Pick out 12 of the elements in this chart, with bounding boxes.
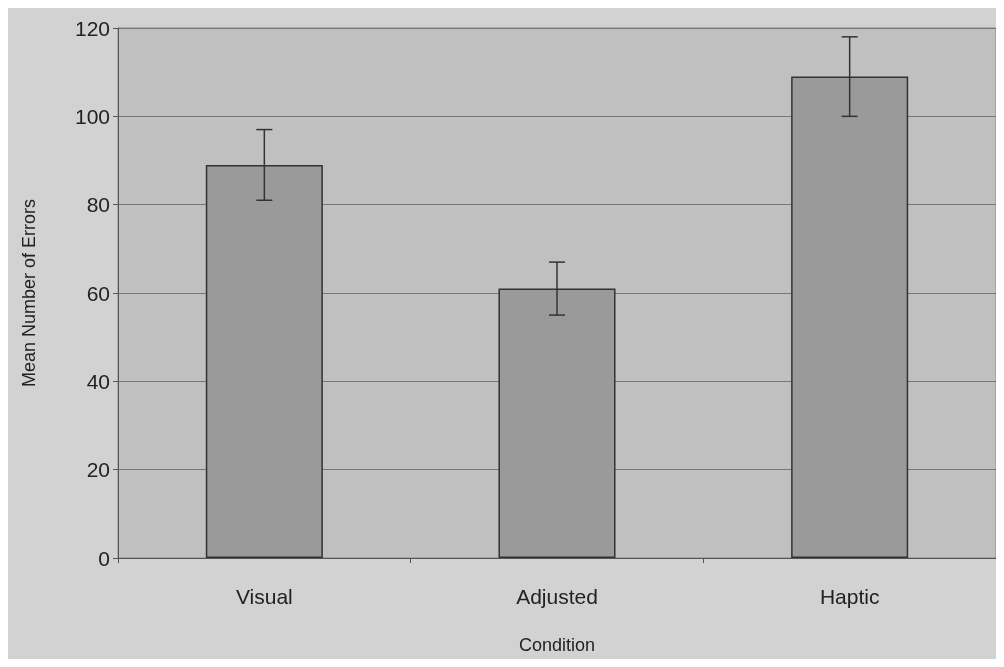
y-tick-label: 20 [86, 458, 110, 482]
x-tick-label: Adjusted [516, 585, 598, 608]
y-axis-title: Mean Number of Errors [19, 198, 39, 388]
x-tick-label: Haptic [819, 585, 880, 608]
x-axis-title: Condition [518, 635, 596, 655]
y-tick-label: 100 [74, 104, 110, 128]
y-tick-label: 80 [86, 193, 110, 217]
y-tick-label: 120 [74, 16, 110, 40]
x-tick-label: Visual [235, 585, 293, 608]
y-tick-label: 0 [98, 546, 110, 570]
y-tick-label: 60 [86, 281, 110, 305]
y-tick-label: 40 [86, 369, 110, 393]
